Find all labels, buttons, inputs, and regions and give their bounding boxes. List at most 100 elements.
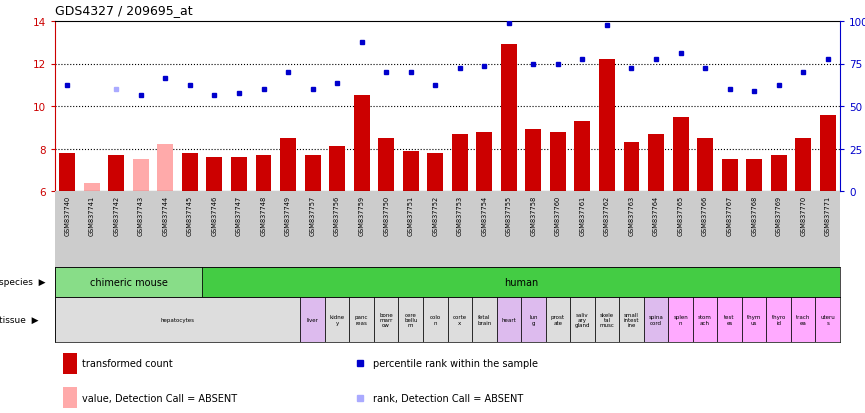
Bar <box>182 153 198 192</box>
Bar <box>673 117 689 192</box>
Bar <box>63 387 77 408</box>
Bar <box>477 132 492 192</box>
Text: GSM837747: GSM837747 <box>236 195 242 235</box>
Text: GSM837769: GSM837769 <box>776 195 782 235</box>
Bar <box>403 151 419 192</box>
Text: GSM837741: GSM837741 <box>89 195 95 235</box>
Text: tissue  ▶: tissue ▶ <box>0 315 38 324</box>
Bar <box>399 297 423 342</box>
Bar <box>55 267 202 297</box>
Text: GSM837770: GSM837770 <box>800 195 806 235</box>
Text: GSM837758: GSM837758 <box>530 195 536 235</box>
Text: GSM837765: GSM837765 <box>677 195 683 235</box>
Text: chimeric mouse: chimeric mouse <box>90 277 168 287</box>
Bar <box>820 115 836 192</box>
Bar <box>791 297 816 342</box>
Text: GSM837762: GSM837762 <box>604 195 610 235</box>
Text: GSM837745: GSM837745 <box>187 195 193 235</box>
Text: GSM837750: GSM837750 <box>383 195 389 235</box>
Bar <box>521 297 546 342</box>
Bar <box>157 145 173 192</box>
Bar <box>300 297 325 342</box>
Bar <box>55 297 300 342</box>
Text: transformed count: transformed count <box>82 358 173 368</box>
Text: prost
ate: prost ate <box>551 315 565 325</box>
Bar <box>497 297 521 342</box>
Text: colo
n: colo n <box>430 315 441 325</box>
Bar <box>84 183 99 192</box>
Text: GSM837753: GSM837753 <box>457 195 463 235</box>
Text: GSM837767: GSM837767 <box>727 195 733 235</box>
Text: GSM837743: GSM837743 <box>138 195 144 235</box>
Text: GSM837754: GSM837754 <box>481 195 487 235</box>
Bar <box>330 147 345 192</box>
Bar <box>550 132 566 192</box>
Bar <box>255 156 272 192</box>
Text: thym
us: thym us <box>747 315 761 325</box>
Text: cere
bellu
m: cere bellu m <box>404 312 418 328</box>
Text: uteru
s: uteru s <box>820 315 835 325</box>
Bar <box>427 153 443 192</box>
Bar <box>599 60 615 192</box>
Text: corte
x: corte x <box>452 315 467 325</box>
Text: value, Detection Call = ABSENT: value, Detection Call = ABSENT <box>82 393 238 403</box>
Text: heart: heart <box>502 317 516 322</box>
Bar <box>63 353 77 374</box>
Text: liver: liver <box>306 317 318 322</box>
Bar <box>795 138 811 192</box>
Bar <box>501 45 516 192</box>
Text: skele
tal
musc: skele tal musc <box>599 312 614 328</box>
Bar <box>816 297 840 342</box>
Text: saliv
ary
gland: saliv ary gland <box>574 312 590 328</box>
Text: spina
cord: spina cord <box>649 315 663 325</box>
Bar <box>742 297 766 342</box>
Bar <box>108 156 125 192</box>
Bar <box>472 297 497 342</box>
Bar <box>619 297 644 342</box>
Bar <box>595 297 619 342</box>
Bar <box>60 153 75 192</box>
Text: fetal
brain: fetal brain <box>477 315 491 325</box>
Bar <box>717 297 742 342</box>
Text: GSM837759: GSM837759 <box>359 195 365 235</box>
Text: bone
marr
ow: bone marr ow <box>379 312 393 328</box>
Bar <box>669 297 693 342</box>
Text: percentile rank within the sample: percentile rank within the sample <box>373 358 538 368</box>
Text: hepatocytes: hepatocytes <box>161 317 195 322</box>
Text: GSM837771: GSM837771 <box>824 195 830 235</box>
Bar <box>546 297 570 342</box>
Text: GSM837761: GSM837761 <box>580 195 586 235</box>
Bar <box>721 160 738 192</box>
Bar <box>374 297 399 342</box>
Text: human: human <box>504 277 538 287</box>
Bar <box>574 121 591 192</box>
Bar <box>354 96 369 192</box>
Text: GSM837756: GSM837756 <box>334 195 340 235</box>
Text: trach
ea: trach ea <box>796 315 811 325</box>
Text: GSM837760: GSM837760 <box>554 195 561 235</box>
Text: rank, Detection Call = ABSENT: rank, Detection Call = ABSENT <box>373 393 523 403</box>
Text: stom
ach: stom ach <box>698 315 712 325</box>
Bar <box>697 138 713 192</box>
Bar <box>624 143 639 192</box>
Bar <box>525 130 541 192</box>
Bar <box>648 134 664 192</box>
Text: thyro
id: thyro id <box>772 315 786 325</box>
Text: kidne
y: kidne y <box>330 315 344 325</box>
Text: GSM837763: GSM837763 <box>629 195 635 235</box>
Bar <box>325 297 349 342</box>
Bar <box>746 160 762 192</box>
Bar <box>771 156 786 192</box>
Text: GSM837744: GSM837744 <box>163 195 169 235</box>
Text: GSM837742: GSM837742 <box>113 195 119 235</box>
Bar <box>766 297 791 342</box>
Text: GSM837755: GSM837755 <box>506 195 512 235</box>
Bar <box>202 267 840 297</box>
Text: test
es: test es <box>724 315 735 325</box>
Text: GSM837740: GSM837740 <box>64 195 70 235</box>
Text: splen
n: splen n <box>673 315 688 325</box>
Bar <box>447 297 472 342</box>
Text: GSM837746: GSM837746 <box>211 195 217 235</box>
Text: GSM837768: GSM837768 <box>751 195 757 235</box>
Text: GSM837748: GSM837748 <box>260 195 266 235</box>
